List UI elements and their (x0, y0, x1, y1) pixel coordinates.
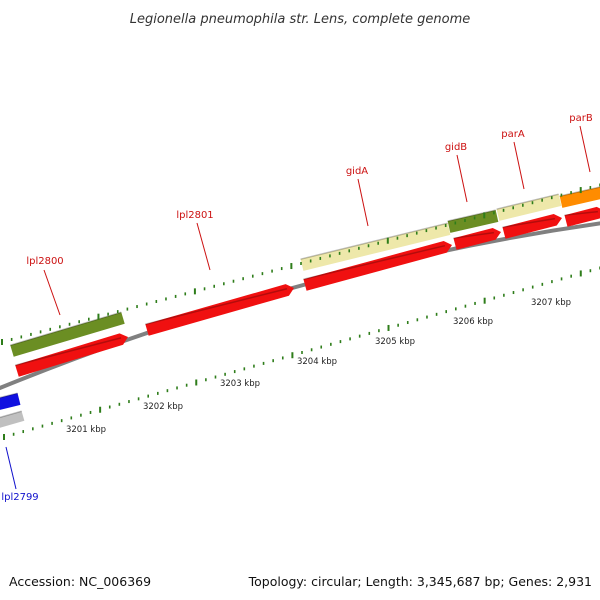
scale-label: 3204 kbp (297, 357, 337, 367)
gene-leader-line (43, 269, 61, 316)
scale-label: 3202 kbp (143, 402, 183, 412)
accession-text: Accession: NC_006369 (9, 574, 151, 589)
gene-leader-line (357, 178, 369, 227)
cog-bar-parA (496, 193, 562, 221)
cds-lpl2799 (0, 392, 21, 410)
gene-leader-line (513, 141, 525, 190)
gene-label-lpl2799: lpl2799 (1, 492, 38, 503)
gene-label-lpl2801: lpl2801 (176, 210, 213, 221)
map-title: Legionella pneumophila str. Lens, comple… (130, 12, 471, 27)
gene-leader-line (579, 125, 591, 173)
topology-text: Topology: circular; Length: 3,345,687 bp… (248, 574, 592, 589)
cds-lpl2800 (15, 333, 128, 377)
cog-bar-gidB (447, 209, 499, 233)
cog-bar-gidA (300, 222, 451, 271)
cds-lpl2801 (145, 284, 294, 336)
gene-label-gidB: gidB (445, 142, 467, 153)
gene-label-parB: parB (569, 113, 593, 124)
scale-label: 3206 kbp (453, 317, 493, 327)
gene-label-lpl2800: lpl2800 (26, 256, 63, 267)
cds-parA (502, 213, 562, 239)
gene-leader-line (196, 222, 211, 271)
gene-leader-line (456, 154, 468, 203)
scale-label: 3203 kbp (220, 379, 260, 389)
gene-label-parA: parA (501, 129, 525, 140)
cog-bar-lpl2799 (0, 410, 25, 428)
inner-tick-row (3, 266, 600, 440)
scale-label: 3201 kbp (66, 425, 106, 435)
gene-leader-line (5, 446, 17, 490)
scale-label: 3207 kbp (531, 298, 571, 308)
linear-map-region: 3201 kbp 3202 kbp 3203 kbp 3204 kbp 3205 kbp… (0, 113, 600, 503)
cog-bar-lpl2800 (10, 311, 125, 357)
scale-label: 3205 kbp (375, 337, 415, 347)
cds-gidB (453, 227, 501, 250)
outer-tick-row (1, 183, 600, 345)
cds-gidA (303, 241, 452, 291)
gene-label-gidA: gidA (346, 166, 368, 177)
cds-parB (564, 206, 600, 227)
